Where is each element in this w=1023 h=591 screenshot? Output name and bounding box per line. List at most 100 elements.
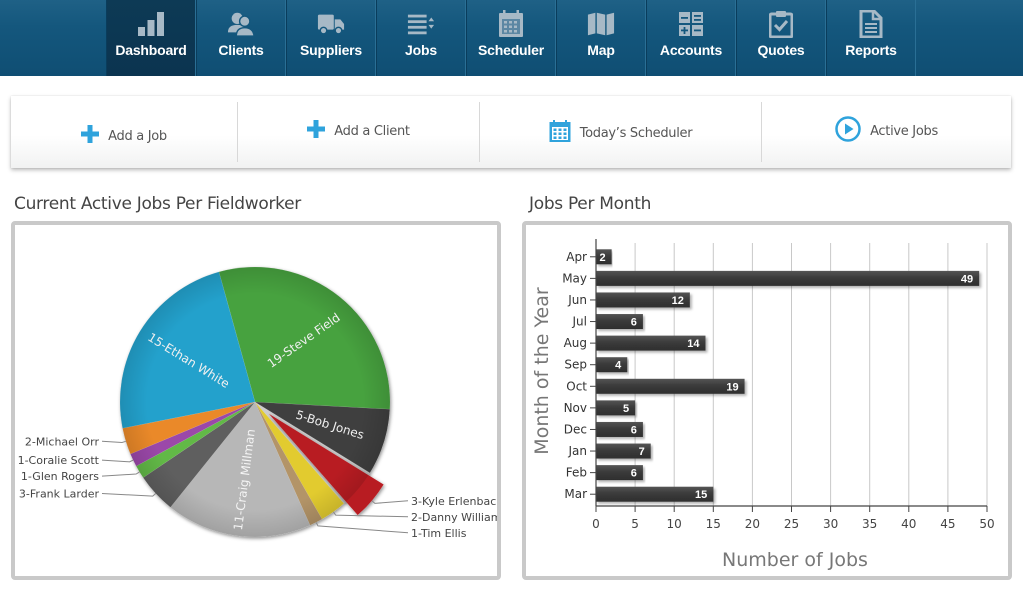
- pie-label-3-kyle-erlenbach: 3-Kyle Erlenbach: [411, 495, 497, 508]
- x-tick-label-10: 10: [667, 517, 682, 531]
- pie-leader-2-danny-williams: [332, 511, 409, 518]
- y-tick-label-sep: Sep: [564, 358, 587, 372]
- bar-value-label-apr: 2: [600, 252, 606, 264]
- pie-label-1-glen-rogers: 1-Glen Rogers: [21, 470, 99, 483]
- bar-jan[interactable]: [596, 443, 651, 459]
- pie-label-2-michael-orr: 2-Michael Orr: [25, 435, 100, 448]
- bar-feb[interactable]: [596, 465, 643, 481]
- pie-label-1-tim-ellis: 1-Tim Ellis: [411, 527, 467, 540]
- todays-scheduler-label: Today’s Scheduler: [579, 125, 693, 141]
- x-axis-label: Number of Jobs: [722, 549, 868, 571]
- users-icon: [227, 10, 255, 38]
- nav-item-quotes[interactable]: Quotes: [736, 0, 826, 76]
- nav-item-scheduler[interactable]: Scheduler: [466, 0, 556, 76]
- bar-chart-icon: [137, 10, 165, 38]
- truck-icon: [317, 10, 345, 38]
- document-icon: [857, 10, 885, 38]
- nav-menu: Dashboard Clients Suppliers Jobs Schedul…: [106, 0, 916, 76]
- nav-item-dashboard[interactable]: Dashboard: [106, 0, 196, 76]
- bar-aug[interactable]: [596, 335, 706, 351]
- plus-icon: [307, 120, 326, 142]
- nav-label: Dashboard: [115, 42, 187, 58]
- pie-chart-panel: 19-Steve Field 5-Bob Jones 11-Craig Millma…: [11, 221, 501, 580]
- quick-actions-bar: Add a Job Add a Client Today’s Scheduler…: [11, 96, 1011, 168]
- pie-leader-1-coralie-scott: [101, 459, 134, 463]
- plus-icon: [81, 125, 100, 147]
- bar-apr[interactable]: [596, 249, 612, 265]
- pie-label-1-coralie-scott: 1-Coralie Scott: [18, 454, 100, 467]
- y-tick-label-dec: Dec: [564, 422, 587, 436]
- x-tick-label-5: 5: [631, 517, 639, 531]
- bar-value-label-feb: 6: [631, 468, 637, 480]
- divider: [479, 102, 480, 162]
- y-tick-label-jul: Jul: [572, 315, 587, 329]
- active-jobs-label: Active Jobs: [870, 123, 938, 139]
- x-tick-label-40: 40: [901, 517, 916, 531]
- divider: [237, 102, 238, 162]
- nav-item-suppliers[interactable]: Suppliers: [286, 0, 376, 76]
- bar-may[interactable]: [596, 270, 980, 286]
- x-tick-label-20: 20: [745, 517, 760, 531]
- y-tick-label-may: May: [562, 271, 587, 285]
- nav-label: Jobs: [405, 42, 437, 58]
- nav-item-accounts[interactable]: Accounts: [646, 0, 736, 76]
- y-tick-label-nov: Nov: [564, 401, 587, 415]
- pie-leader-2-michael-orr: [101, 440, 126, 443]
- bar-sep[interactable]: [596, 357, 628, 373]
- nav-label: Clients: [218, 42, 264, 58]
- calculator-icon: [677, 10, 705, 38]
- pie-label-2-danny-williams: 2-Danny Williams: [411, 511, 497, 524]
- bar-value-label-jun: 12: [672, 295, 684, 307]
- add-job-label: Add a Job: [108, 128, 167, 144]
- nav-item-map[interactable]: Map: [556, 0, 646, 76]
- bar-value-label-mar: 15: [695, 489, 707, 501]
- nav-item-reports[interactable]: Reports: [826, 0, 916, 76]
- nav-label: Accounts: [659, 42, 723, 58]
- bar-dec[interactable]: [596, 421, 643, 437]
- bar-value-label-nov: 5: [623, 403, 629, 415]
- bar-value-label-jul: 6: [631, 317, 637, 329]
- bar-oct[interactable]: [596, 378, 745, 394]
- y-tick-label-feb: Feb: [566, 466, 587, 480]
- active-jobs-button[interactable]: Active Jobs: [762, 96, 1011, 168]
- map-icon: [587, 10, 615, 38]
- list-sort-icon: [407, 10, 435, 38]
- y-tick-label-aug: Aug: [564, 336, 587, 350]
- bar-value-label-may: 49: [961, 273, 973, 285]
- bar-value-label-sep: 4: [615, 360, 622, 372]
- x-tick-label-45: 45: [940, 517, 955, 531]
- x-tick-label-15: 15: [706, 517, 721, 531]
- nav-item-jobs[interactable]: Jobs: [376, 0, 466, 76]
- x-tick-label-50: 50: [979, 517, 994, 531]
- todays-scheduler-button[interactable]: Today’s Scheduler: [480, 96, 761, 168]
- play-circle-icon: [835, 116, 861, 146]
- x-tick-label-0: 0: [592, 517, 600, 531]
- pie-leader-3-frank-larder: [101, 492, 157, 497]
- add-client-button[interactable]: Add a Client: [238, 96, 479, 168]
- bar-mar[interactable]: [596, 486, 714, 502]
- pie-leader-1-tim-ellis: [315, 522, 409, 534]
- bar-chart-title: Jobs Per Month: [529, 194, 652, 214]
- add-job-button[interactable]: Add a Job: [11, 96, 237, 168]
- nav-item-clients[interactable]: Clients: [196, 0, 286, 76]
- pie-label-3-frank-larder: 3-Frank Larder: [19, 487, 100, 500]
- add-client-label: Add a Client: [334, 123, 410, 139]
- nav-label: Suppliers: [300, 42, 362, 58]
- bar-jun[interactable]: [596, 292, 690, 308]
- y-axis-label: Month of the Year: [531, 287, 553, 455]
- calendar-icon: [549, 120, 571, 146]
- nav-label: Map: [587, 42, 615, 58]
- y-tick-label-apr: Apr: [566, 250, 587, 264]
- x-tick-label-25: 25: [784, 517, 799, 531]
- bar-value-label-oct: 19: [726, 381, 738, 393]
- y-tick-label-jan: Jan: [568, 444, 588, 458]
- calendar-icon: [497, 10, 525, 38]
- y-tick-label-jun: Jun: [567, 293, 587, 307]
- bar-nov[interactable]: [596, 400, 636, 416]
- top-navigation: Dashboard Clients Suppliers Jobs Schedul…: [0, 0, 1023, 76]
- bar-jul[interactable]: [596, 314, 643, 330]
- nav-label: Scheduler: [478, 42, 544, 58]
- bar-chart-panel: 2 49 12 6 14 4 19 5 6 7 6 15 Apr May Jun Jul Aug Sep Oct N…: [522, 221, 1012, 580]
